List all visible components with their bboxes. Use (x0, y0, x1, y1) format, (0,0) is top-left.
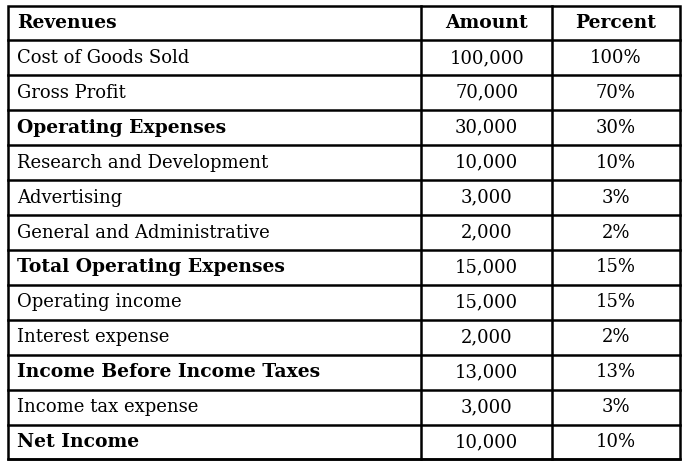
Text: Research and Development: Research and Development (17, 153, 268, 172)
Text: 10,000: 10,000 (455, 433, 518, 451)
Text: 2,000: 2,000 (461, 224, 513, 241)
Text: Net Income: Net Income (17, 433, 140, 451)
Text: Percent: Percent (575, 14, 656, 32)
Text: 3,000: 3,000 (461, 189, 513, 206)
Text: 30,000: 30,000 (455, 119, 518, 137)
Text: General and Administrative: General and Administrative (17, 224, 270, 241)
Text: Amount: Amount (445, 14, 528, 32)
Text: 13%: 13% (596, 363, 636, 381)
Text: Operating income: Operating income (17, 293, 182, 312)
Text: 2,000: 2,000 (461, 328, 513, 346)
Text: Income tax expense: Income tax expense (17, 398, 199, 416)
Text: 100%: 100% (590, 49, 642, 67)
Text: 15%: 15% (596, 293, 636, 312)
Text: 15,000: 15,000 (455, 293, 518, 312)
Text: 10%: 10% (596, 153, 636, 172)
Text: 70,000: 70,000 (455, 84, 518, 102)
Text: Income Before Income Taxes: Income Before Income Taxes (17, 363, 321, 381)
Text: 100,000: 100,000 (449, 49, 524, 67)
Text: Revenues: Revenues (17, 14, 117, 32)
Text: 2%: 2% (602, 328, 630, 346)
Text: Total Operating Expenses: Total Operating Expenses (17, 259, 285, 276)
Text: 2%: 2% (602, 224, 630, 241)
Text: 30%: 30% (596, 119, 636, 137)
Text: Interest expense: Interest expense (17, 328, 169, 346)
Text: 13,000: 13,000 (455, 363, 518, 381)
Text: Advertising: Advertising (17, 189, 122, 206)
Text: 3%: 3% (601, 189, 630, 206)
Text: 70%: 70% (596, 84, 636, 102)
Text: Gross Profit: Gross Profit (17, 84, 126, 102)
Text: 10,000: 10,000 (455, 153, 518, 172)
Text: 15,000: 15,000 (455, 259, 518, 276)
Text: 10%: 10% (596, 433, 636, 451)
Text: 15%: 15% (596, 259, 636, 276)
Text: Cost of Goods Sold: Cost of Goods Sold (17, 49, 190, 67)
Text: 3%: 3% (601, 398, 630, 416)
Text: 3,000: 3,000 (461, 398, 513, 416)
Text: Operating Expenses: Operating Expenses (17, 119, 226, 137)
